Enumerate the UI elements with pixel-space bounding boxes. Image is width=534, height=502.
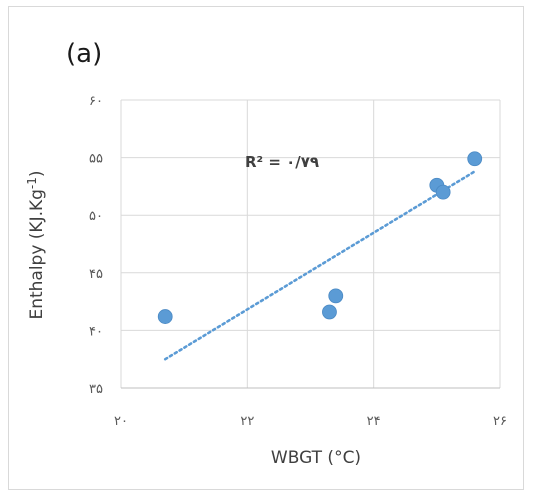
y-tick-label: ۳۵	[89, 382, 103, 397]
y-tick-label: ۵۵	[89, 152, 103, 167]
data-point	[467, 151, 483, 167]
y-axis-title: Enthalpy (KJ.Kg-1)	[25, 170, 47, 319]
data-point	[322, 304, 337, 320]
data-point	[157, 309, 173, 324]
x-tick-label: ۲۴	[367, 414, 381, 429]
x-tick-label: ۲۲	[240, 414, 254, 429]
data-points	[157, 151, 483, 324]
x-axis-title: WBGT (°C)	[271, 448, 361, 468]
y-tick-labels: ۳۵ ۴۰ ۴۵ ۵۰ ۵۵ ۶۰	[89, 94, 103, 397]
y-tick-label: ۴۰	[89, 324, 103, 339]
x-tick-label: ۲۶	[493, 414, 507, 429]
data-point	[328, 288, 344, 304]
x-tick-labels: ۲۰ ۲۲ ۲۴ ۲۶	[114, 414, 507, 429]
panel-label: (a)	[66, 39, 102, 69]
linear-trendline	[163, 170, 477, 361]
data-point	[435, 184, 451, 200]
y-tick-label: ۶۰	[89, 94, 103, 109]
chart-frame	[8, 6, 524, 490]
y-tick-label: ۵۰	[89, 209, 103, 224]
y-tick-label: ۴۵	[89, 267, 103, 282]
r-squared-annotation: R² = ۰/۷۹	[245, 153, 319, 171]
grid-lines	[120, 99, 501, 388]
x-tick-label: ۲۰	[114, 414, 128, 429]
